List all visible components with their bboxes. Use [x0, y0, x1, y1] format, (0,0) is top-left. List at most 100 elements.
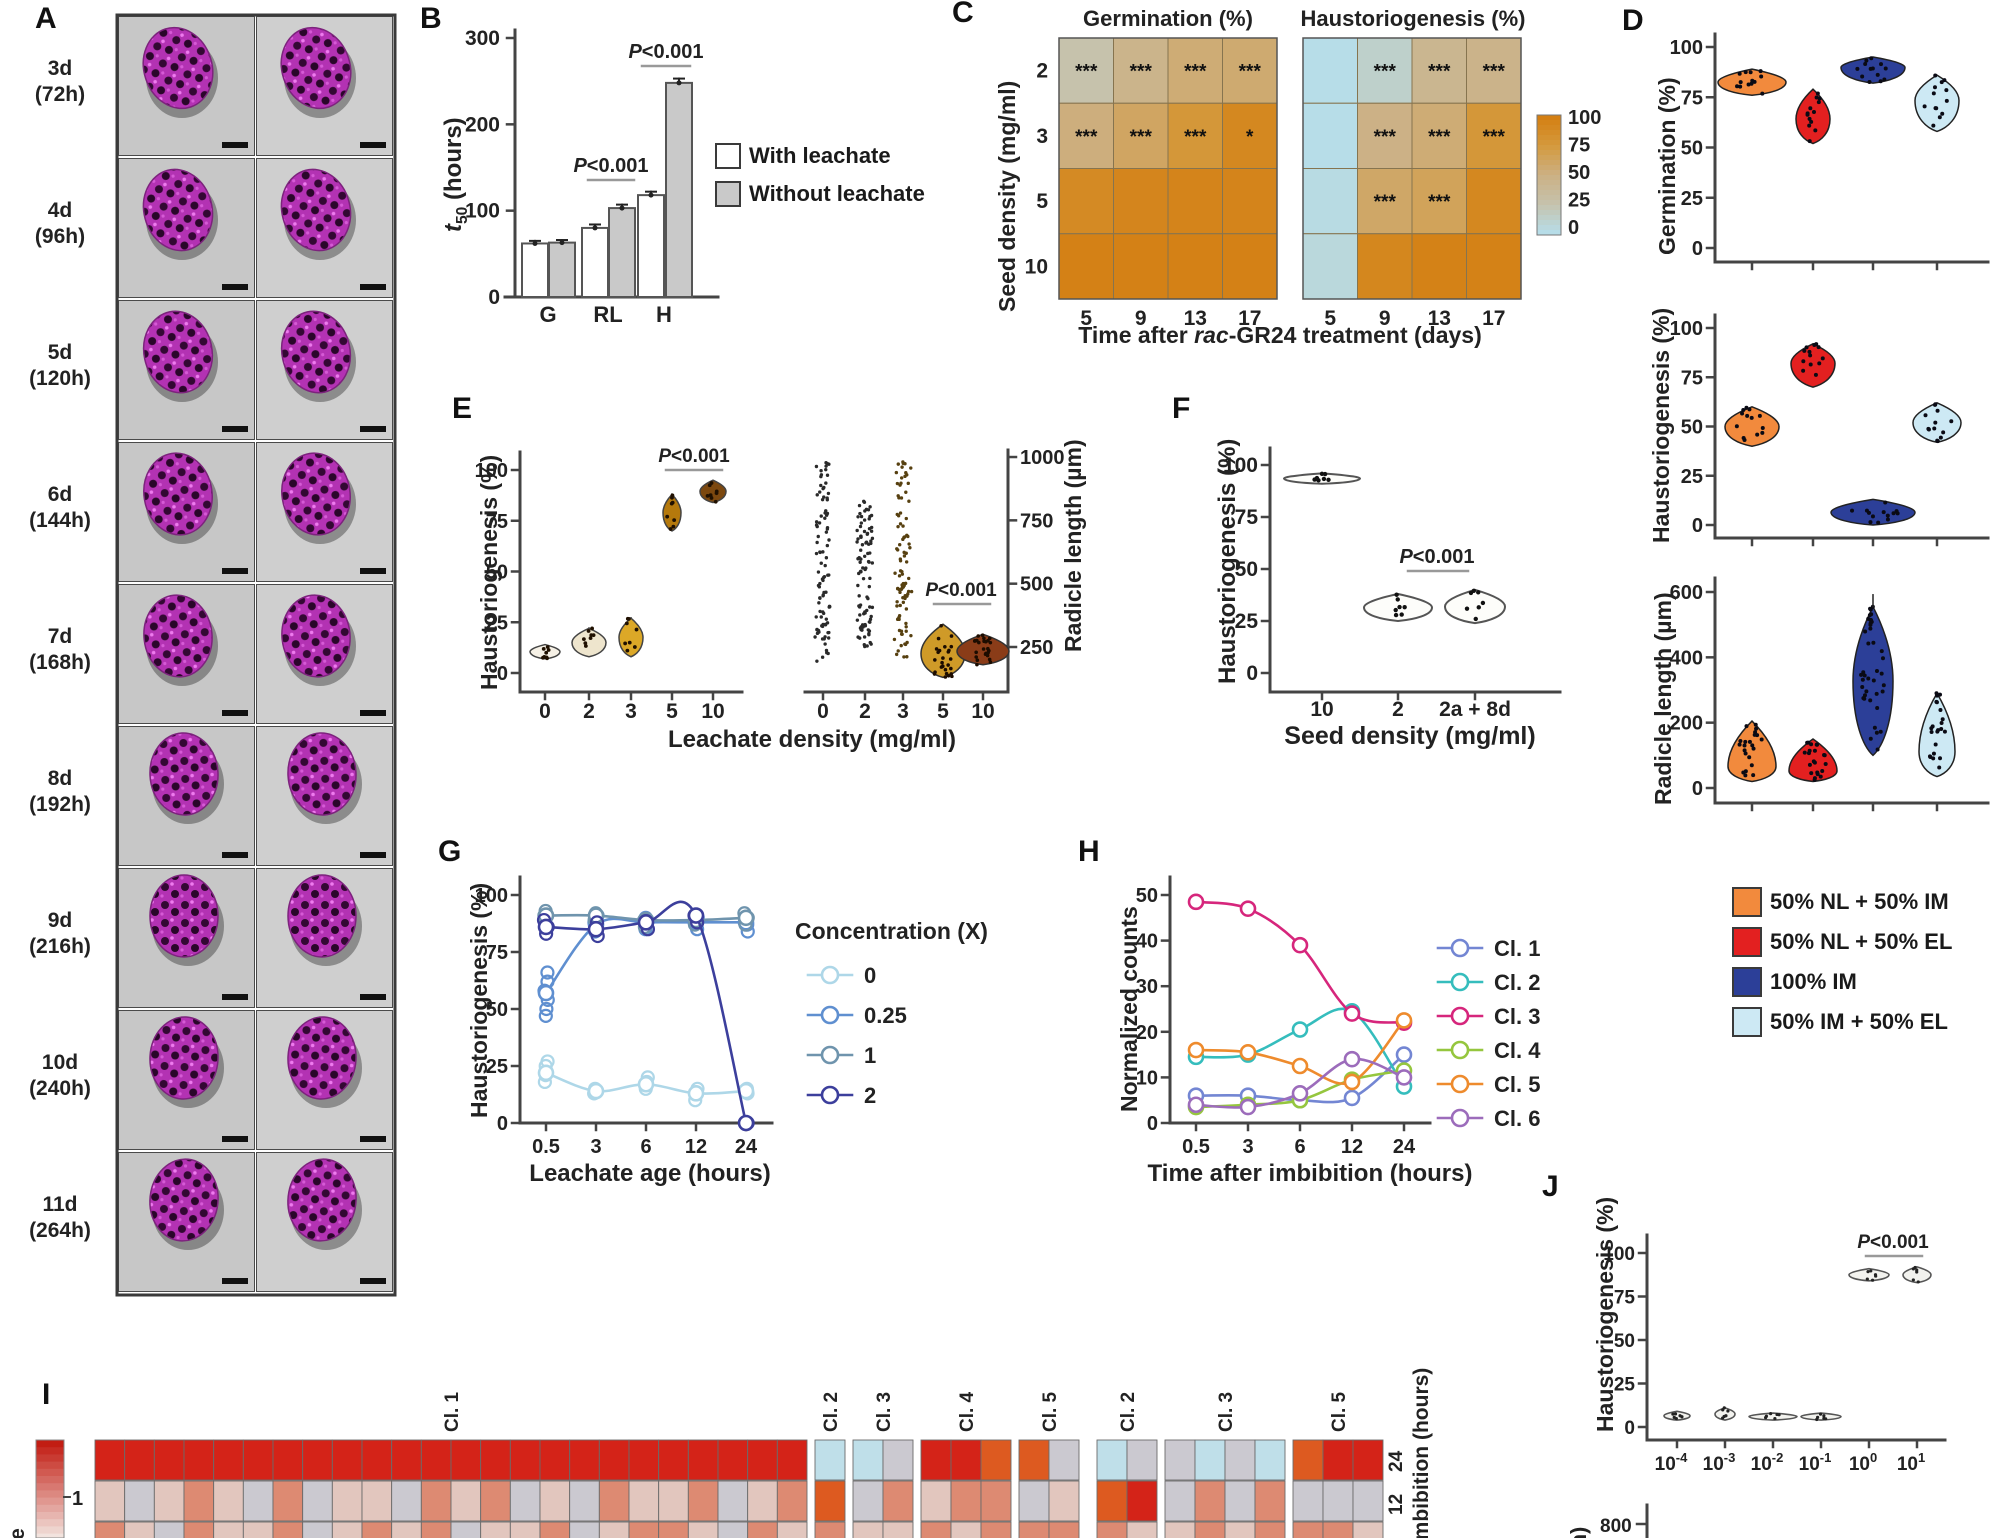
svg-text:12: 12 [1341, 1136, 1363, 1158]
d-ylabel-haustoriogenesis: Haustoriogenesis (%) [1648, 307, 1674, 543]
svg-text:25: 25 [1568, 190, 1590, 212]
panel-h-line-legend-item: Cl. 3 [1436, 1004, 1540, 1029]
c-colorbar: 100 75 50 25 0 [1536, 107, 1601, 239]
strip-3 [892, 460, 914, 659]
svg-text:10-4: 10-4 [1655, 1450, 1688, 1475]
j-fragment-tick: 800 [1600, 1516, 1632, 1537]
d-ylabel-radicle: Radicle length (µm) [1650, 592, 1676, 805]
svg-text:50: 50 [486, 562, 508, 584]
legend-b-item: With leachate [715, 143, 891, 169]
svg-text:100: 100 [1223, 454, 1258, 477]
svg-text:5: 5 [1080, 307, 1092, 330]
svg-text:Cl. 1: Cl. 1 [1494, 936, 1540, 961]
svg-text:10: 10 [1136, 1067, 1158, 1089]
svg-text:17: 17 [1238, 307, 1261, 330]
g-legend-title: Concentration (X) [795, 918, 988, 944]
panel-f-letter: F [1172, 392, 1191, 425]
legend-swatch [715, 181, 741, 207]
svg-text:0: 0 [497, 1113, 508, 1135]
timepoint-label: 7d (168h) [29, 625, 91, 674]
timepoint-label: 9d (216h) [29, 909, 91, 958]
i-block-label: Cl. 5 [1040, 1391, 1061, 1432]
svg-text:10-3: 10-3 [1703, 1450, 1736, 1475]
svg-text:3: 3 [1242, 1136, 1253, 1158]
svg-text:***: *** [1239, 62, 1262, 83]
i-block-label: Cl. 2 [1118, 1391, 1139, 1432]
legend-label: With leachate [749, 143, 891, 168]
i-block-Cl2 [1096, 1439, 1158, 1538]
svg-text:0.25: 0.25 [864, 1003, 907, 1028]
svg-text:50: 50 [486, 999, 508, 1021]
svg-text:P<0.001: P<0.001 [1857, 1232, 1929, 1253]
panel-g-line-series-0 [537, 1054, 755, 1108]
svg-text:2: 2 [864, 1083, 876, 1108]
svg-text:***: *** [1483, 127, 1506, 148]
svg-text:10: 10 [1310, 698, 1333, 721]
svg-text:0: 0 [1624, 1418, 1635, 1439]
svg-text:6: 6 [640, 1136, 651, 1158]
panel-h-line-series-Cl3 [1187, 893, 1413, 1031]
svg-text:Cl. 2: Cl. 2 [1494, 970, 1540, 995]
svg-text:100: 100 [1849, 1450, 1877, 1475]
svg-text:12: 12 [685, 1136, 707, 1158]
panel-j-letter: J [1542, 1170, 1559, 1203]
panel-d-violins: 100 75 50 25 0 100 75 50 25 0 600 400 200 0 [1670, 32, 1990, 812]
micrograph-cell [256, 16, 393, 156]
svg-text:100: 100 [465, 200, 500, 223]
d-subplot-2: 600 400 200 0 [1670, 576, 1990, 812]
g-xlabel: Leachate age (hours) [529, 1160, 771, 1187]
i-colorbar-tick: 1 [72, 1488, 84, 1510]
svg-text:25: 25 [1681, 188, 1703, 210]
d-ylabel-germination: Germination (%) [1654, 77, 1680, 255]
panel-h-line-series-Cl6 [1187, 1050, 1413, 1116]
svg-text:9: 9 [1379, 307, 1391, 330]
svg-text:*: * [1246, 127, 1254, 148]
i-block-label: Cl. 2 [821, 1391, 842, 1432]
c-title-haustoriogenesis: Haustoriogenesis (%) [1300, 6, 1526, 31]
panel-c-letter: C [952, 0, 974, 29]
panel-b-chart: 0 100 200 300 G RL H P<0.001 P<0.001 [465, 27, 720, 327]
svg-text:250: 250 [1020, 637, 1053, 659]
svg-text:0: 0 [488, 286, 500, 309]
svg-text:10-2: 10-2 [1751, 1450, 1784, 1475]
svg-text:100: 100 [1603, 1244, 1635, 1265]
svg-text:2a + 8d: 2a + 8d [1439, 698, 1511, 721]
legend-swatch [1732, 1007, 1762, 1037]
panel-f: 100 75 50 25 0 10 2 2a + 8d P<0.001 [1223, 446, 1562, 721]
strip-10 [956, 633, 1010, 667]
i-block-label: Cl. 4 [957, 1391, 978, 1432]
f-xlabel: Seed density (mg/ml) [1284, 722, 1536, 750]
b-ylabel: t50 (hours) [440, 117, 472, 232]
micrograph-cell [256, 1152, 393, 1292]
i-row-label: 24 [1386, 1450, 1407, 1472]
legend-label: 50% IM + 50% EL [1770, 1009, 1948, 1034]
i-row-label: 12 [1386, 1493, 1407, 1515]
svg-text:9: 9 [1135, 307, 1147, 330]
svg-text:6: 6 [1294, 1136, 1305, 1158]
svg-text:75: 75 [1681, 87, 1703, 109]
svg-text:75: 75 [1681, 367, 1703, 389]
heatmap-haustoriogenesis: *** *** *** *** *** *** *** *** 5 9 13 17 [1302, 37, 1522, 330]
panel-g-letter: G [438, 835, 462, 868]
micrograph-cell [256, 158, 393, 298]
svg-text:10: 10 [1025, 255, 1048, 278]
svg-text:3: 3 [590, 1136, 601, 1158]
i-colorbar-label: Z-score [6, 1528, 30, 1538]
svg-text:Cl. 5: Cl. 5 [1494, 1072, 1540, 1097]
svg-text:H: H [656, 302, 672, 327]
svg-text:25: 25 [486, 612, 508, 634]
svg-text:***: *** [1428, 127, 1451, 148]
svg-text:750: 750 [1020, 510, 1053, 532]
micrograph-cell [256, 442, 393, 582]
svg-text:75: 75 [486, 942, 508, 964]
panel-g-line-legend-item: 0 [806, 963, 876, 988]
legend-d-item: 50% IM + 50% EL [1732, 1007, 1948, 1037]
svg-text:500: 500 [1020, 574, 1053, 596]
e-ylabel-left: Haustoriogenesis (%) [476, 454, 502, 690]
svg-text:25: 25 [1614, 1375, 1636, 1396]
svg-text:***: *** [1130, 62, 1153, 83]
timepoint-label: 5d (120h) [29, 341, 91, 390]
i-block-Cl1 [94, 1439, 808, 1538]
svg-text:5: 5 [1324, 307, 1336, 330]
